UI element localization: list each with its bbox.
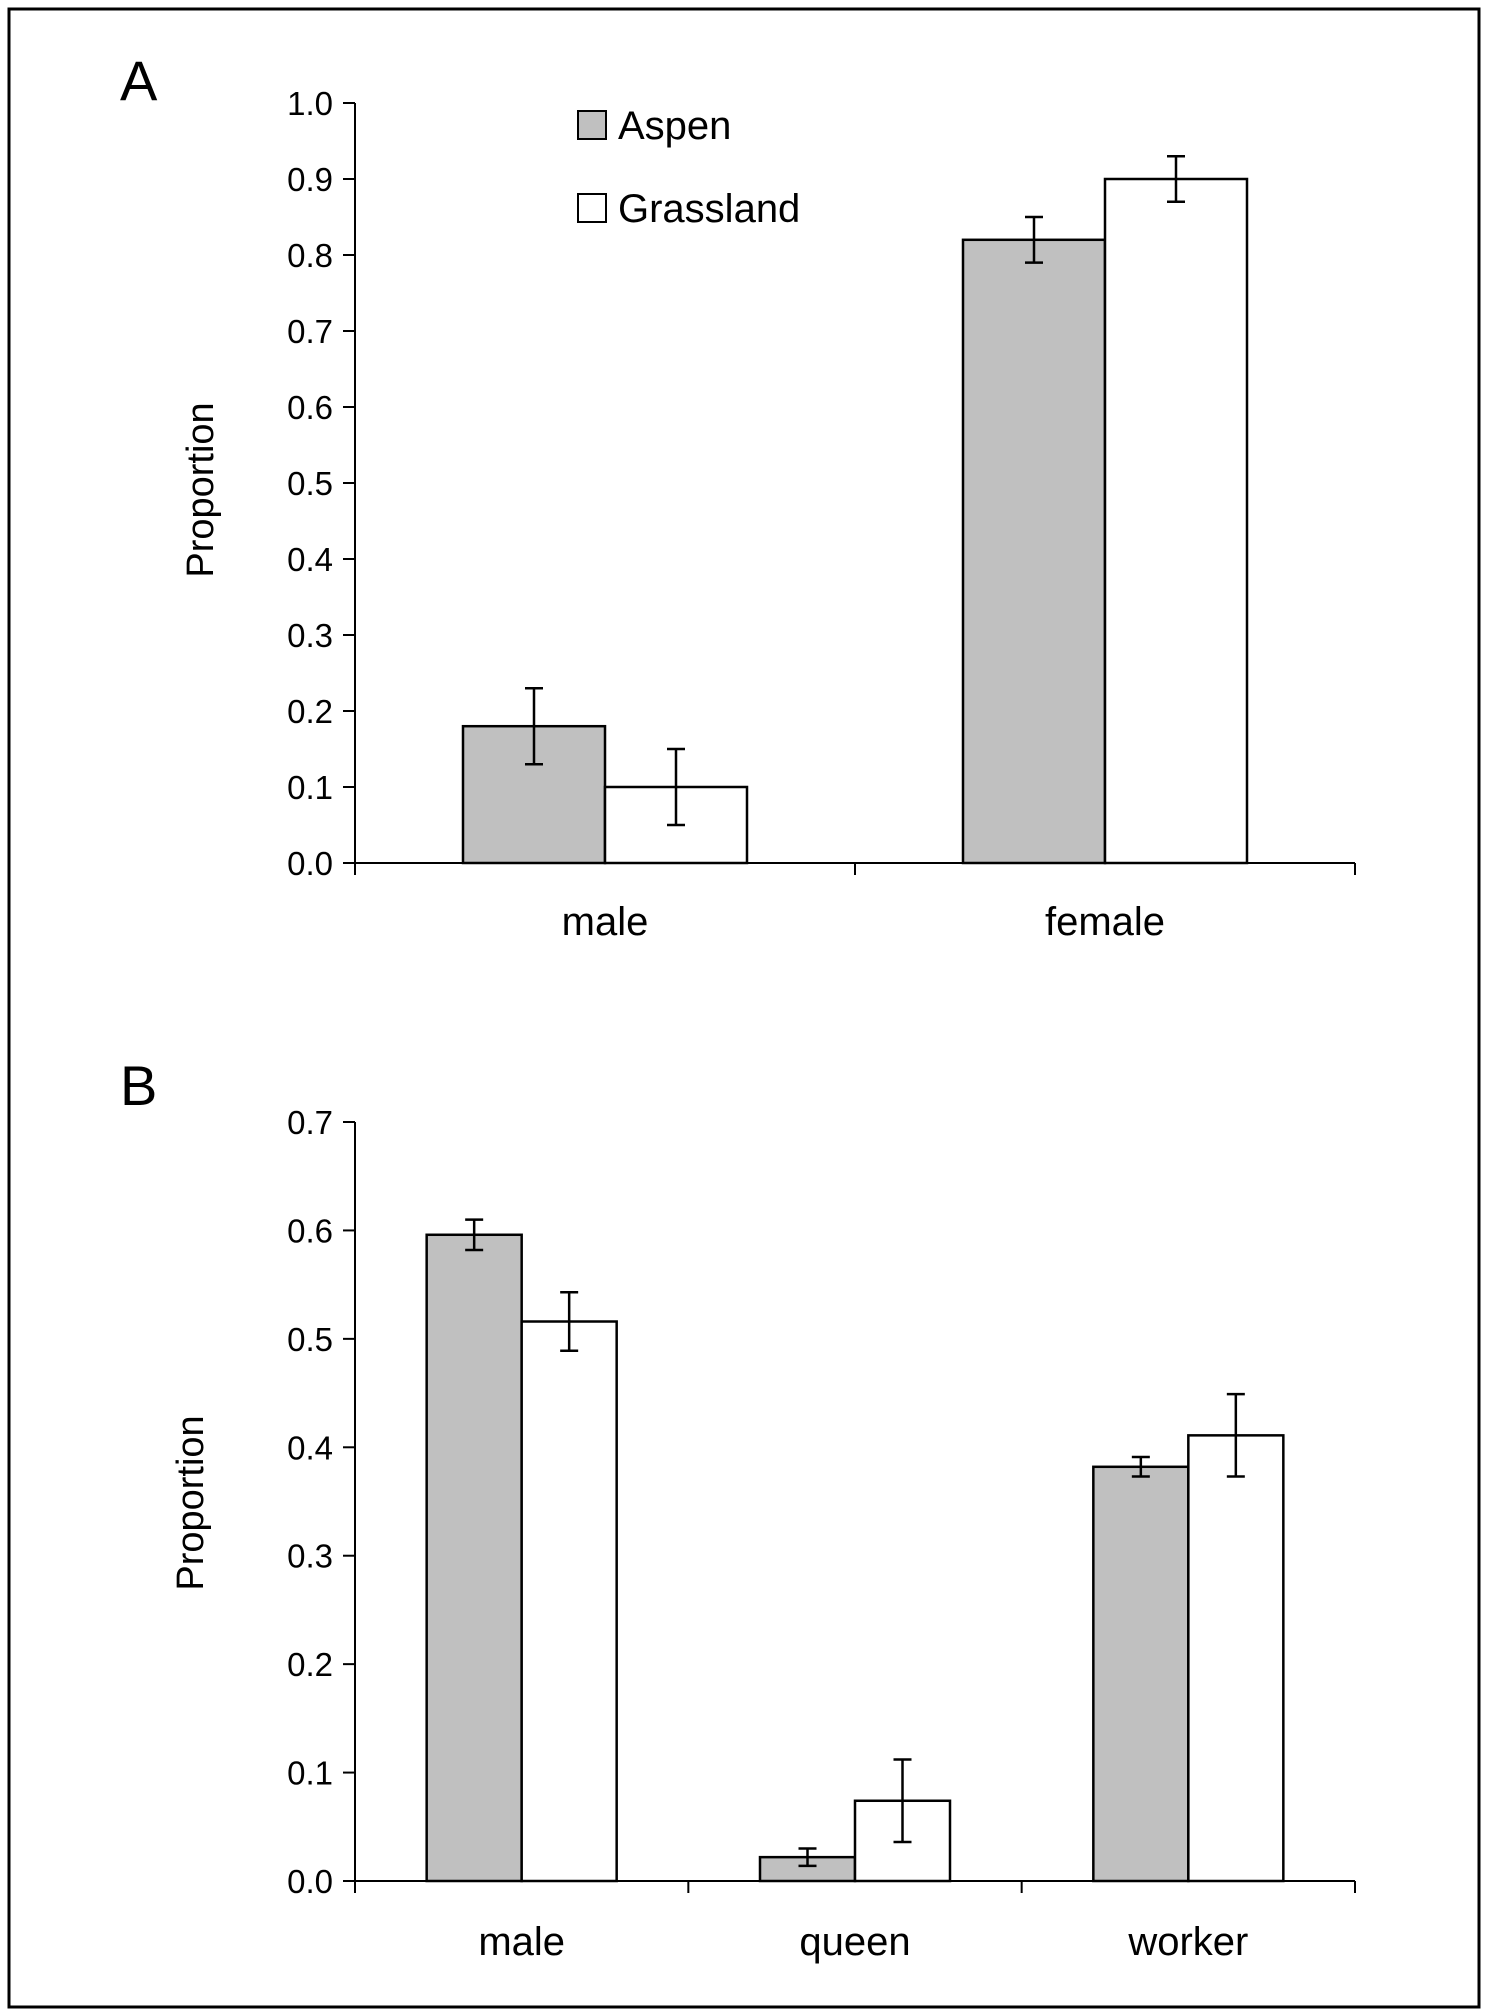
y-tick-label: 0.4	[287, 541, 333, 578]
bar-grassland	[1103, 177, 1249, 865]
y-tick-label: 0.9	[287, 161, 333, 198]
y-tick-label: 0.1	[287, 769, 333, 806]
y-tick-label: 0.1	[287, 1755, 333, 1792]
y-tick-label: 0.7	[287, 1104, 333, 1141]
legend-label-aspen: Aspen	[618, 104, 731, 148]
y-tick-label: 0.0	[287, 1863, 333, 1900]
legend-swatch-aspen	[577, 110, 607, 140]
y-tick-label: 0.7	[287, 313, 333, 350]
y-tick-label: 0.3	[287, 1538, 333, 1575]
category-label: male	[562, 900, 649, 944]
panel-label: A	[120, 49, 158, 112]
bar-aspen	[1092, 1465, 1190, 1883]
y-axis-title: Proportion	[180, 402, 222, 577]
y-tick-label: 0.5	[287, 1321, 333, 1358]
y-tick-label: 0.5	[287, 465, 333, 502]
y-tick-label: 0.2	[287, 1646, 333, 1683]
y-tick-label: 0.2	[287, 693, 333, 730]
panel-b: B Proportion 0.0 0.1 0.2 0.3 0.4 0.5 0.6 0.7 male q…	[120, 1054, 1356, 1964]
y-axis-title: Proportion	[170, 1415, 212, 1590]
bar-grassland	[520, 1320, 618, 1883]
category-label: female	[1045, 900, 1165, 944]
y-tick-label: 0.0	[287, 845, 333, 882]
panel-a: A Proportion 0.0 0.1 0.2 0.3 0.4 0.5 0.6 0.7 0.8 0.…	[120, 49, 1356, 944]
y-tick-label: 0.8	[287, 237, 333, 274]
bar-aspen	[425, 1233, 523, 1883]
bar-grassland	[1187, 1434, 1285, 1883]
legend-label-grassland: Grassland	[618, 187, 800, 231]
legend-swatch-grassland	[577, 193, 607, 223]
y-tick-label: 0.6	[287, 389, 333, 426]
category-label: queen	[799, 1920, 910, 1964]
panel-label: B	[120, 1054, 157, 1117]
y-tick-label: 0.3	[287, 617, 333, 654]
category-label: worker	[1127, 1920, 1248, 1964]
category-label: male	[478, 1920, 565, 1964]
bar-aspen	[961, 238, 1107, 865]
y-tick-label: 1.0	[287, 85, 333, 122]
y-tick-label: 0.6	[287, 1212, 333, 1249]
y-tick-label: 0.4	[287, 1429, 333, 1466]
